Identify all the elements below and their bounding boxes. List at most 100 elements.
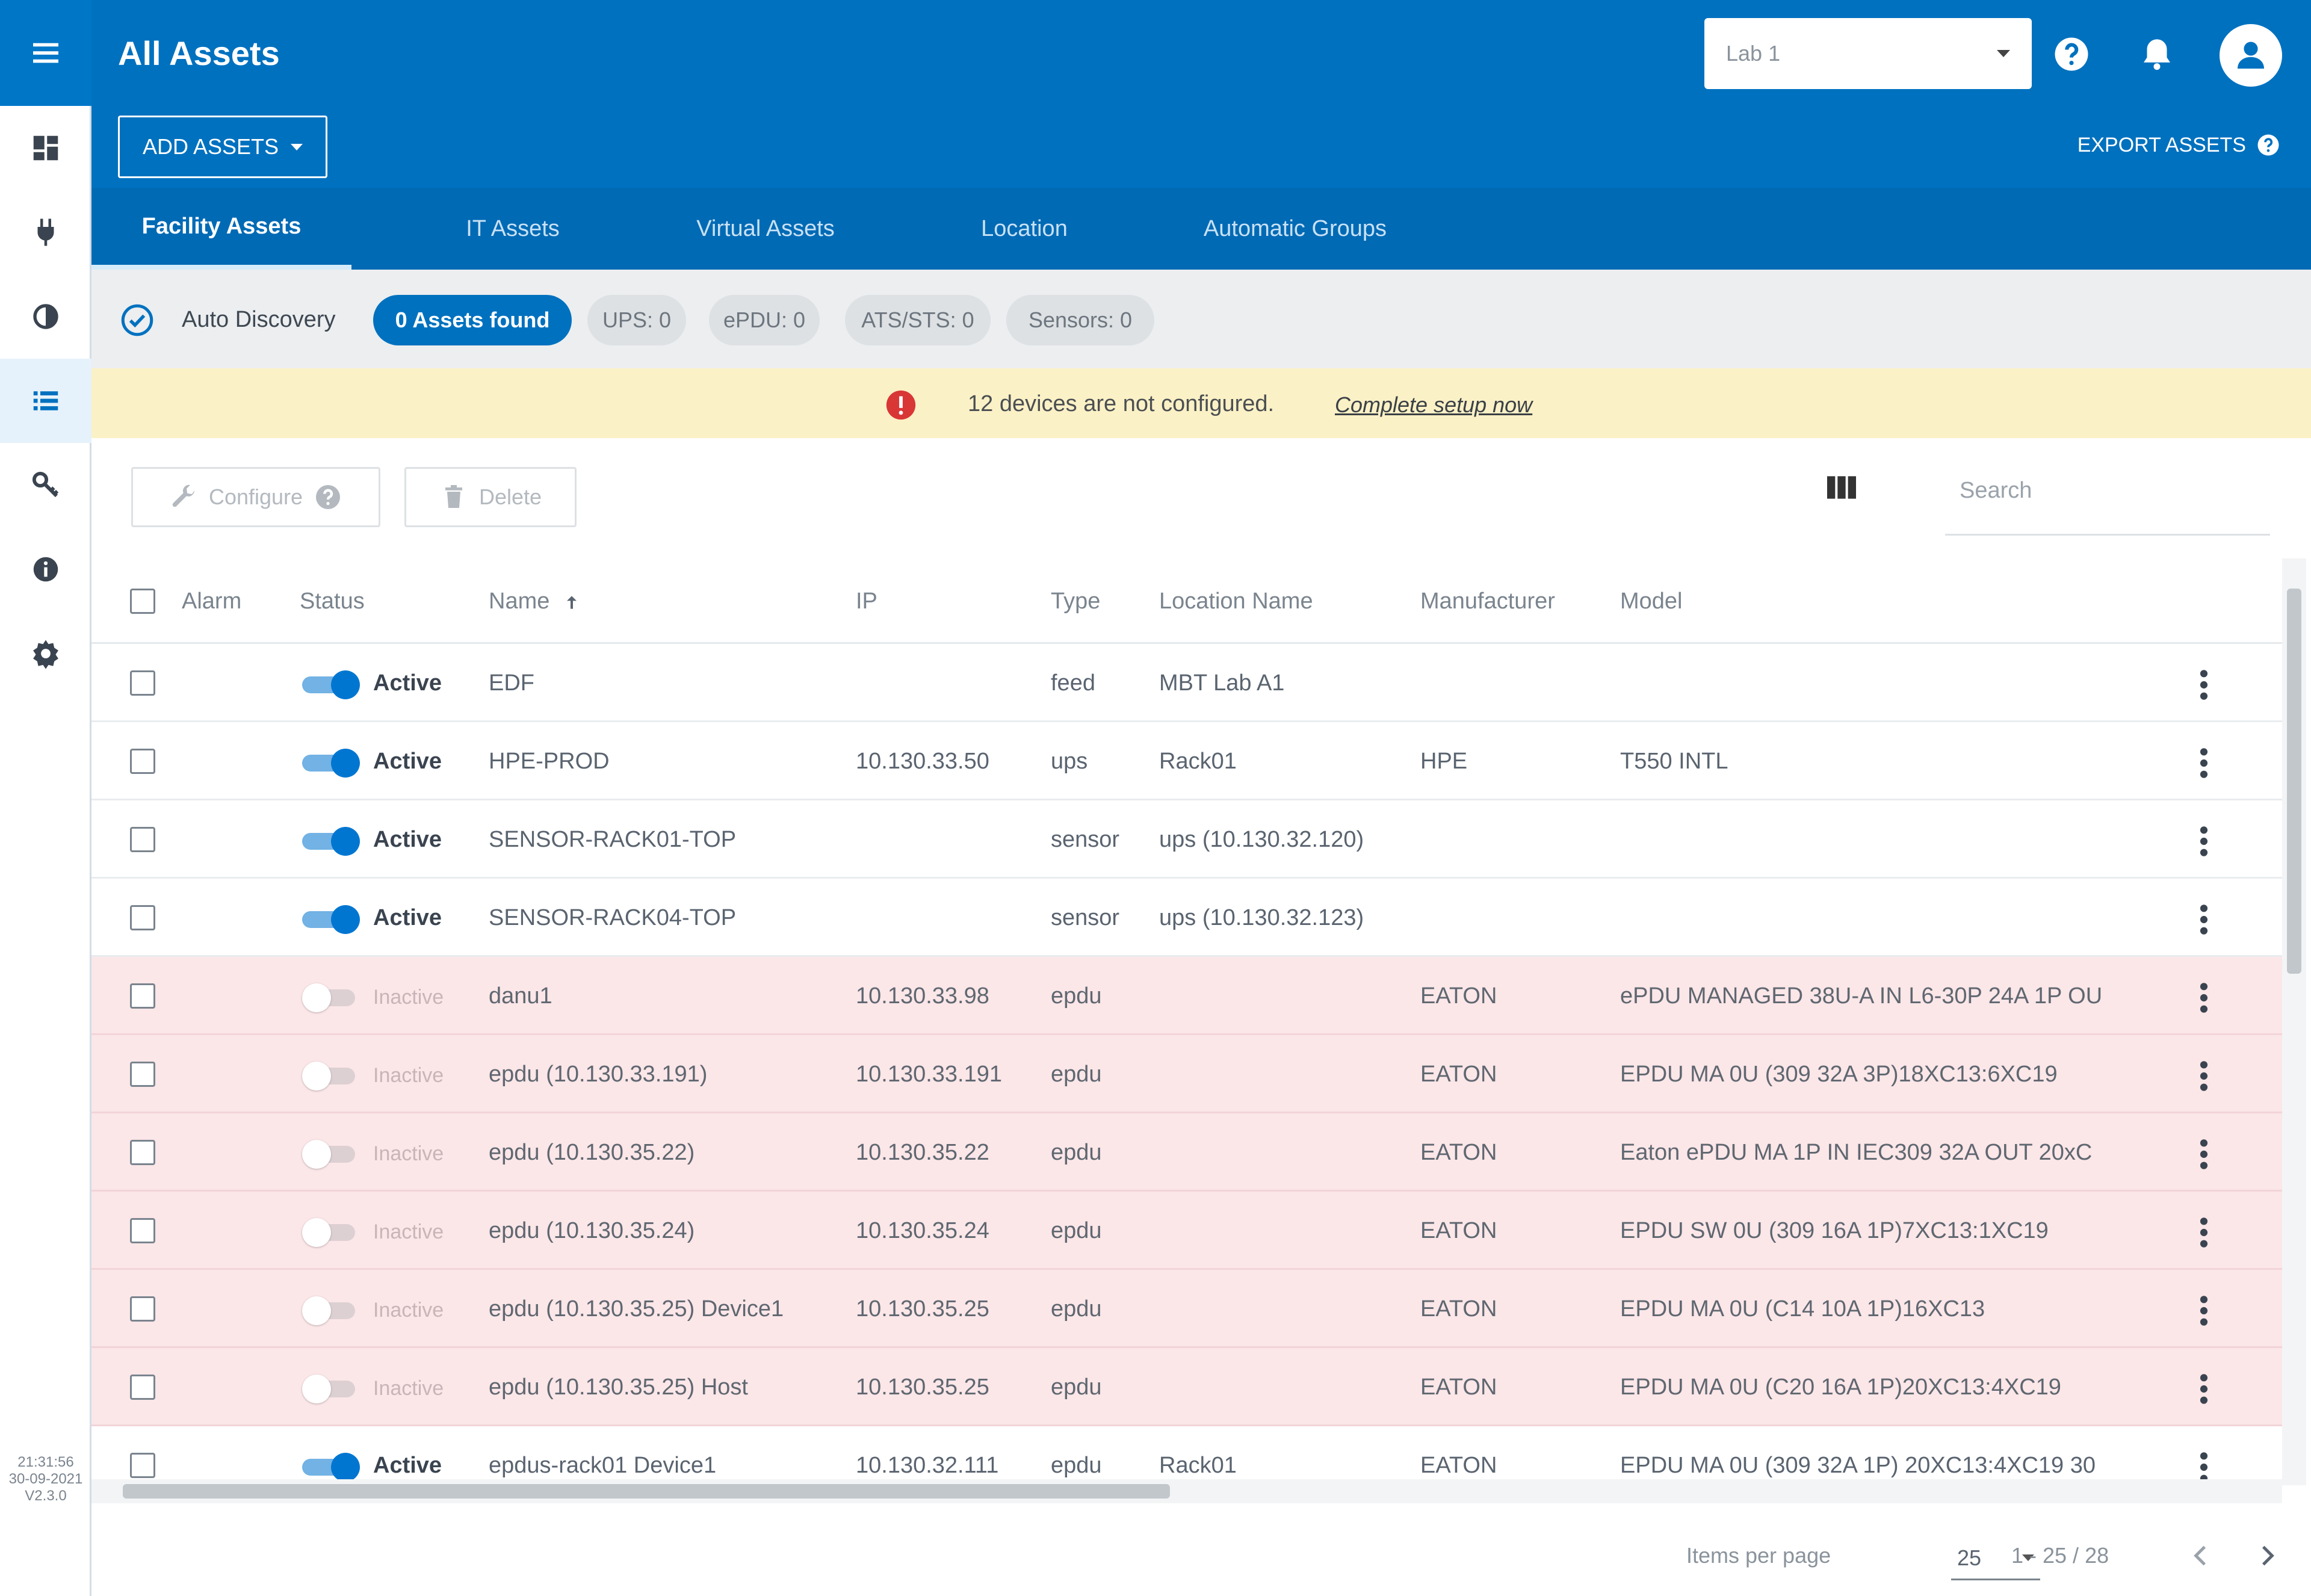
column-model[interactable]: Model	[1620, 589, 1683, 614]
more-vert-icon[interactable]	[2198, 1216, 2210, 1249]
export-assets-button[interactable]: EXPORT ASSETS	[2077, 132, 2281, 158]
row-checkbox[interactable]	[130, 1218, 155, 1243]
status-toggle[interactable]	[302, 1140, 360, 1169]
user-avatar-button[interactable]	[2220, 24, 2282, 87]
horizontal-scrollbar-thumb[interactable]	[123, 1484, 1170, 1499]
configure-button[interactable]: Configure	[131, 467, 380, 527]
tab-virtual-assets[interactable]: Virtual Assets	[696, 215, 835, 241]
status-label: Inactive	[373, 1064, 444, 1087]
column-location-name[interactable]: Location Name	[1159, 589, 1313, 614]
menu-button[interactable]	[0, 0, 91, 106]
cell-type: epdu	[1051, 1140, 1102, 1165]
row-checkbox[interactable]	[130, 749, 155, 774]
table-row[interactable]: Inactive epdu (10.130.33.191) 10.130.33.19…	[91, 1035, 2282, 1113]
column-type[interactable]: Type	[1051, 589, 1101, 614]
table-row[interactable]: Inactive epdu (10.130.35.24) 10.130.35.24 e…	[91, 1192, 2282, 1270]
horizontal-scrollbar[interactable]	[91, 1479, 2282, 1503]
more-vert-icon[interactable]	[2198, 1137, 2210, 1171]
cell-manufacturer: EATON	[1420, 1296, 1497, 1322]
notifications-button[interactable]	[2133, 30, 2181, 78]
rail-item-info[interactable]	[0, 527, 91, 611]
rail-item-keys[interactable]	[0, 443, 91, 527]
row-checkbox[interactable]	[130, 1375, 155, 1400]
ups-chip[interactable]: UPS: 0	[587, 295, 686, 345]
cell-location-name: ups (10.130.32.120)	[1159, 827, 1364, 852]
ats-sts-chip[interactable]: ATS/STS: 0	[845, 295, 991, 345]
more-vert-icon[interactable]	[2198, 668, 2210, 702]
alert-icon	[886, 390, 916, 420]
row-checkbox[interactable]	[130, 1453, 155, 1478]
status-toggle[interactable]	[302, 1062, 360, 1090]
status-toggle[interactable]	[302, 1296, 360, 1325]
more-vert-icon[interactable]	[2198, 1294, 2210, 1328]
table-row[interactable]: Active epdus-rack01 Device1 10.130.32.111 e…	[91, 1426, 2282, 1485]
rail-item-dashboard[interactable]	[0, 106, 91, 190]
tab-automatic-groups[interactable]: Automatic Groups	[1203, 215, 1387, 241]
select-all-checkbox[interactable]	[130, 589, 155, 614]
columns-icon[interactable]	[1822, 468, 1861, 507]
table-row[interactable]: Active SENSOR-RACK01-TOP sensor ups (10.130…	[91, 800, 2282, 879]
table-row[interactable]: Active HPE-PROD 10.130.33.50 ups Rack01 HPE T5…	[91, 722, 2282, 800]
row-checkbox[interactable]	[130, 827, 155, 852]
row-checkbox[interactable]	[130, 983, 155, 1009]
column-alarm[interactable]: Alarm	[182, 589, 242, 614]
cell-model: EPDU MA 0U (309 32A 3P)18XC13:6XC19	[1620, 1062, 2058, 1087]
next-page-button[interactable]	[2252, 1541, 2282, 1571]
status-toggle[interactable]	[302, 749, 360, 778]
table-row[interactable]: Inactive danu1 10.130.33.98 epdu EATON ePDU M…	[91, 957, 2282, 1035]
status-toggle[interactable]	[302, 827, 360, 856]
search-input[interactable]	[1945, 448, 2270, 536]
vertical-scrollbar-thumb[interactable]	[2287, 589, 2301, 974]
row-checkbox[interactable]	[130, 1296, 155, 1322]
assets-found-chip[interactable]: 0 Assets found	[373, 295, 572, 345]
tab-facility-assets[interactable]: Facility Assets	[91, 188, 351, 270]
status-toggle[interactable]	[302, 1453, 360, 1482]
table-row[interactable]: Inactive epdu (10.130.35.22) 10.130.35.22 e…	[91, 1113, 2282, 1192]
items-per-page-select[interactable]: 25	[1951, 1537, 2040, 1580]
column-ip[interactable]: IP	[856, 589, 877, 614]
complete-setup-link[interactable]: Complete setup now	[1335, 392, 1533, 417]
row-checkbox[interactable]	[130, 1062, 155, 1087]
status-toggle[interactable]	[302, 1218, 360, 1247]
vertical-scrollbar[interactable]	[2282, 558, 2306, 1485]
clock-date: 30-09-2021	[8, 1471, 83, 1487]
delete-button[interactable]: Delete	[404, 467, 577, 527]
table-row[interactable]: Inactive epdu (10.130.35.25) Host 10.130.3…	[91, 1348, 2282, 1426]
cell-manufacturer: EATON	[1420, 1218, 1497, 1243]
epdu-chip[interactable]: ePDU: 0	[709, 295, 820, 345]
page-title: All Assets	[118, 34, 280, 72]
status-toggle[interactable]	[302, 670, 360, 699]
help-button[interactable]	[2047, 30, 2096, 78]
status-toggle[interactable]	[302, 1375, 360, 1403]
more-vert-icon[interactable]	[2198, 903, 2210, 936]
more-vert-icon[interactable]	[2198, 1059, 2210, 1093]
tab-location[interactable]: Location	[981, 215, 1068, 241]
more-vert-icon[interactable]	[2198, 824, 2210, 858]
row-checkbox[interactable]	[130, 670, 155, 696]
more-vert-icon[interactable]	[2198, 1372, 2210, 1406]
table-row[interactable]: Inactive epdu (10.130.35.25) Device1 10.13…	[91, 1270, 2282, 1348]
more-vert-icon[interactable]	[2198, 746, 2210, 780]
previous-page-button[interactable]	[2186, 1541, 2216, 1571]
row-checkbox[interactable]	[130, 1140, 155, 1165]
rail-item-power[interactable]	[0, 190, 91, 274]
table-row[interactable]: Active EDF feed MBT Lab A1	[91, 644, 2282, 722]
column-name[interactable]: Name	[489, 589, 581, 614]
cell-ip: 10.130.35.25	[856, 1375, 989, 1400]
status-toggle[interactable]	[302, 905, 360, 934]
rail-item-assets[interactable]	[0, 359, 91, 443]
side-rail: 21:31:56 30-09-2021 V2.3.0	[0, 0, 91, 1596]
tab-it-assets[interactable]: IT Assets	[466, 215, 560, 241]
rail-item-contrast[interactable]	[0, 274, 91, 359]
sensors-chip[interactable]: Sensors: 0	[1006, 295, 1154, 345]
column-status[interactable]: Status	[300, 589, 365, 614]
table-row[interactable]: Active SENSOR-RACK04-TOP sensor ups (10.130…	[91, 879, 2282, 957]
status-toggle[interactable]	[302, 983, 360, 1012]
add-assets-button[interactable]: ADD ASSETS	[118, 116, 327, 178]
rail-item-settings[interactable]	[0, 611, 91, 696]
more-vert-icon[interactable]	[2198, 1450, 2210, 1484]
row-checkbox[interactable]	[130, 905, 155, 930]
column-manufacturer[interactable]: Manufacturer	[1420, 589, 1555, 614]
more-vert-icon[interactable]	[2198, 981, 2210, 1015]
location-select[interactable]: Lab 1	[1704, 18, 2032, 89]
